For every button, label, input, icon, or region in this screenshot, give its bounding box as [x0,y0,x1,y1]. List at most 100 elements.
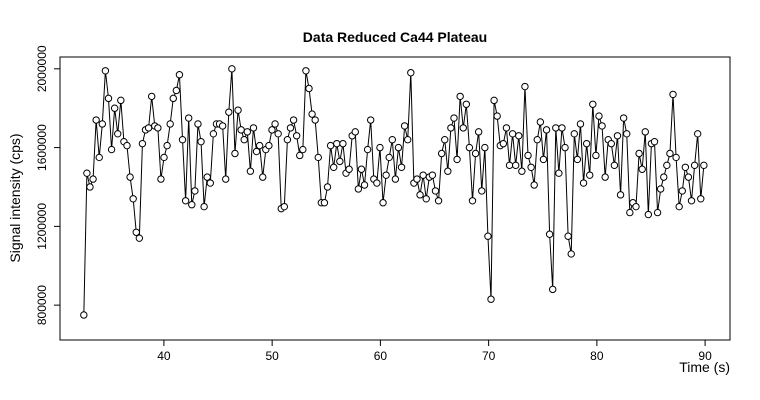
data-point [354,185,363,193]
data-point [311,116,319,124]
data-point [231,149,239,158]
data-point [86,183,94,191]
data-point [444,167,452,175]
data-point [678,187,686,195]
data-point [536,118,545,126]
data-point [274,130,282,138]
data-point [252,147,261,156]
data-point [191,187,199,195]
data-point [351,128,359,136]
data-point [320,199,329,207]
data-point [693,130,702,138]
data-point [545,230,554,238]
data-point [669,90,677,99]
data-point [400,122,409,130]
data-point [209,130,218,138]
data-point [518,167,526,175]
data-point [194,120,202,128]
data-point [508,130,517,138]
data-point [601,173,609,181]
data-point [684,173,693,181]
data-point [687,197,696,205]
data-point [471,149,480,158]
data-point [363,145,372,154]
data-point [616,191,625,199]
data-point [246,167,255,175]
data-point [308,110,316,118]
x-tick-label: 60 [374,349,388,363]
data-point [505,161,514,170]
data-point [169,94,177,103]
data-point [653,208,662,217]
data-point [234,106,242,114]
data-point [619,114,628,122]
data-point [434,197,443,205]
data-point [144,124,153,132]
data-point [101,67,110,75]
data-point [184,114,193,122]
x-tick-label: 90 [698,349,712,363]
data-point [292,132,301,140]
data-point [345,165,353,173]
data-point [623,130,631,138]
data-point [690,161,699,170]
data-point [271,120,279,128]
data-point [329,163,338,171]
data-point [428,171,437,179]
data-point [635,149,643,158]
data-point [379,199,387,207]
data-point [493,112,501,120]
data-point [181,197,190,205]
data-point [114,130,122,138]
data-point [462,100,471,108]
data-point [357,165,366,173]
data-point [160,153,168,162]
data-point [484,232,492,240]
data-point [323,183,332,191]
data-point [502,124,511,132]
data-point [499,139,508,148]
data-point [672,153,680,162]
data-point [218,122,227,130]
x-tick-label: 70 [482,349,496,363]
data-point [80,311,88,319]
data-point [586,171,594,179]
data-point [265,141,273,150]
data-point [157,175,165,183]
data-point [83,169,91,177]
data-point [474,128,483,136]
data-point [632,202,640,211]
data-point [441,136,449,144]
data-point [289,116,298,124]
data-point [413,175,421,183]
data-point [147,92,156,101]
data-point [376,143,384,152]
data-point [206,179,214,187]
y-tick-label: 1200000 [35,203,49,250]
series-line [83,68,705,315]
data-point [228,65,236,73]
data-point [539,155,548,164]
data-point [129,195,137,203]
data-point [481,143,489,152]
data-point [154,124,162,132]
data-point [567,250,575,258]
data-point [419,171,427,179]
data-point [367,116,375,124]
data-point [564,232,572,240]
data-point [511,161,520,170]
data-point [172,86,181,95]
data-point [561,143,569,152]
data-point [382,171,390,179]
data-point [422,195,430,203]
data-point [607,139,616,148]
data-point [225,108,233,116]
data-point [305,84,313,93]
data-point [666,149,674,158]
data-point [123,141,131,150]
data-point [138,139,147,148]
data-point [465,143,474,152]
data-point [302,67,310,75]
